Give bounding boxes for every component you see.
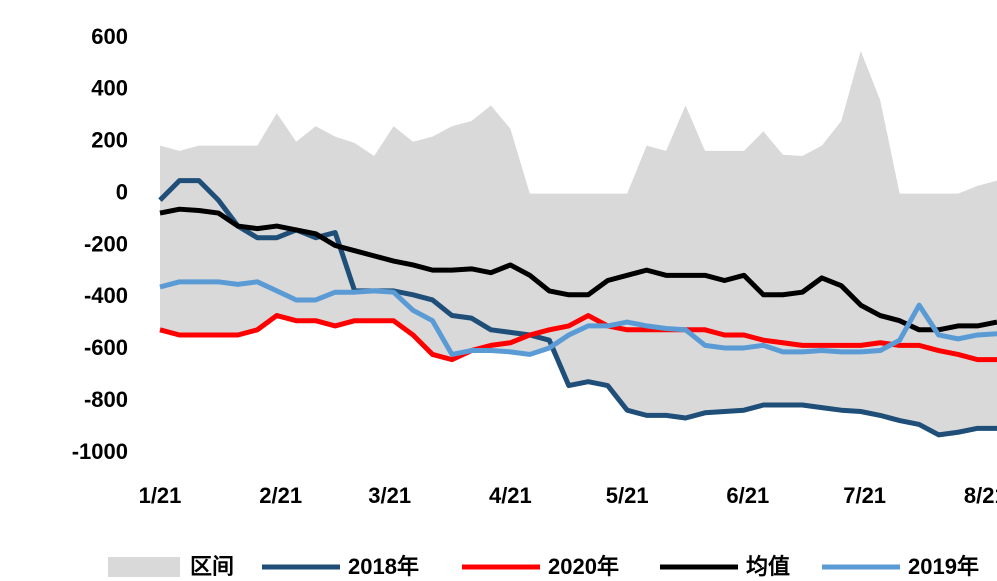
legend-label: 2019年 xyxy=(908,554,979,579)
range-area xyxy=(160,50,997,435)
x-tick-label: 4/21 xyxy=(489,483,532,508)
legend-swatch xyxy=(108,557,180,577)
x-tick-label: 6/21 xyxy=(726,483,769,508)
y-tick-label: 600 xyxy=(91,24,128,49)
y-tick-label: 200 xyxy=(91,128,128,153)
y-tick-label: -200 xyxy=(84,231,128,256)
x-tick-label: 7/21 xyxy=(843,483,886,508)
series-line xyxy=(159,313,997,363)
x-tick-label: 3/21 xyxy=(368,483,411,508)
y-tick-label: -1000 xyxy=(72,439,128,464)
y-tick-label: -400 xyxy=(84,283,128,308)
y-tick-label: -600 xyxy=(84,335,128,360)
legend-label: 2020年 xyxy=(548,554,619,579)
x-tick-label: 1/21 xyxy=(139,483,182,508)
series-line xyxy=(159,206,997,333)
series-line xyxy=(159,279,997,357)
x-tick-label: 5/21 xyxy=(606,483,649,508)
legend-label: 均值 xyxy=(746,554,790,579)
legend-label: 区间 xyxy=(190,554,234,579)
y-tick-label: -800 xyxy=(84,387,128,412)
legend-label: 2018年 xyxy=(348,554,419,579)
x-tick-label: 8/21 xyxy=(964,483,997,508)
y-tick-label: 400 xyxy=(91,76,128,101)
x-tick-label: 2/21 xyxy=(259,483,302,508)
y-tick-label: 0 xyxy=(116,179,128,204)
